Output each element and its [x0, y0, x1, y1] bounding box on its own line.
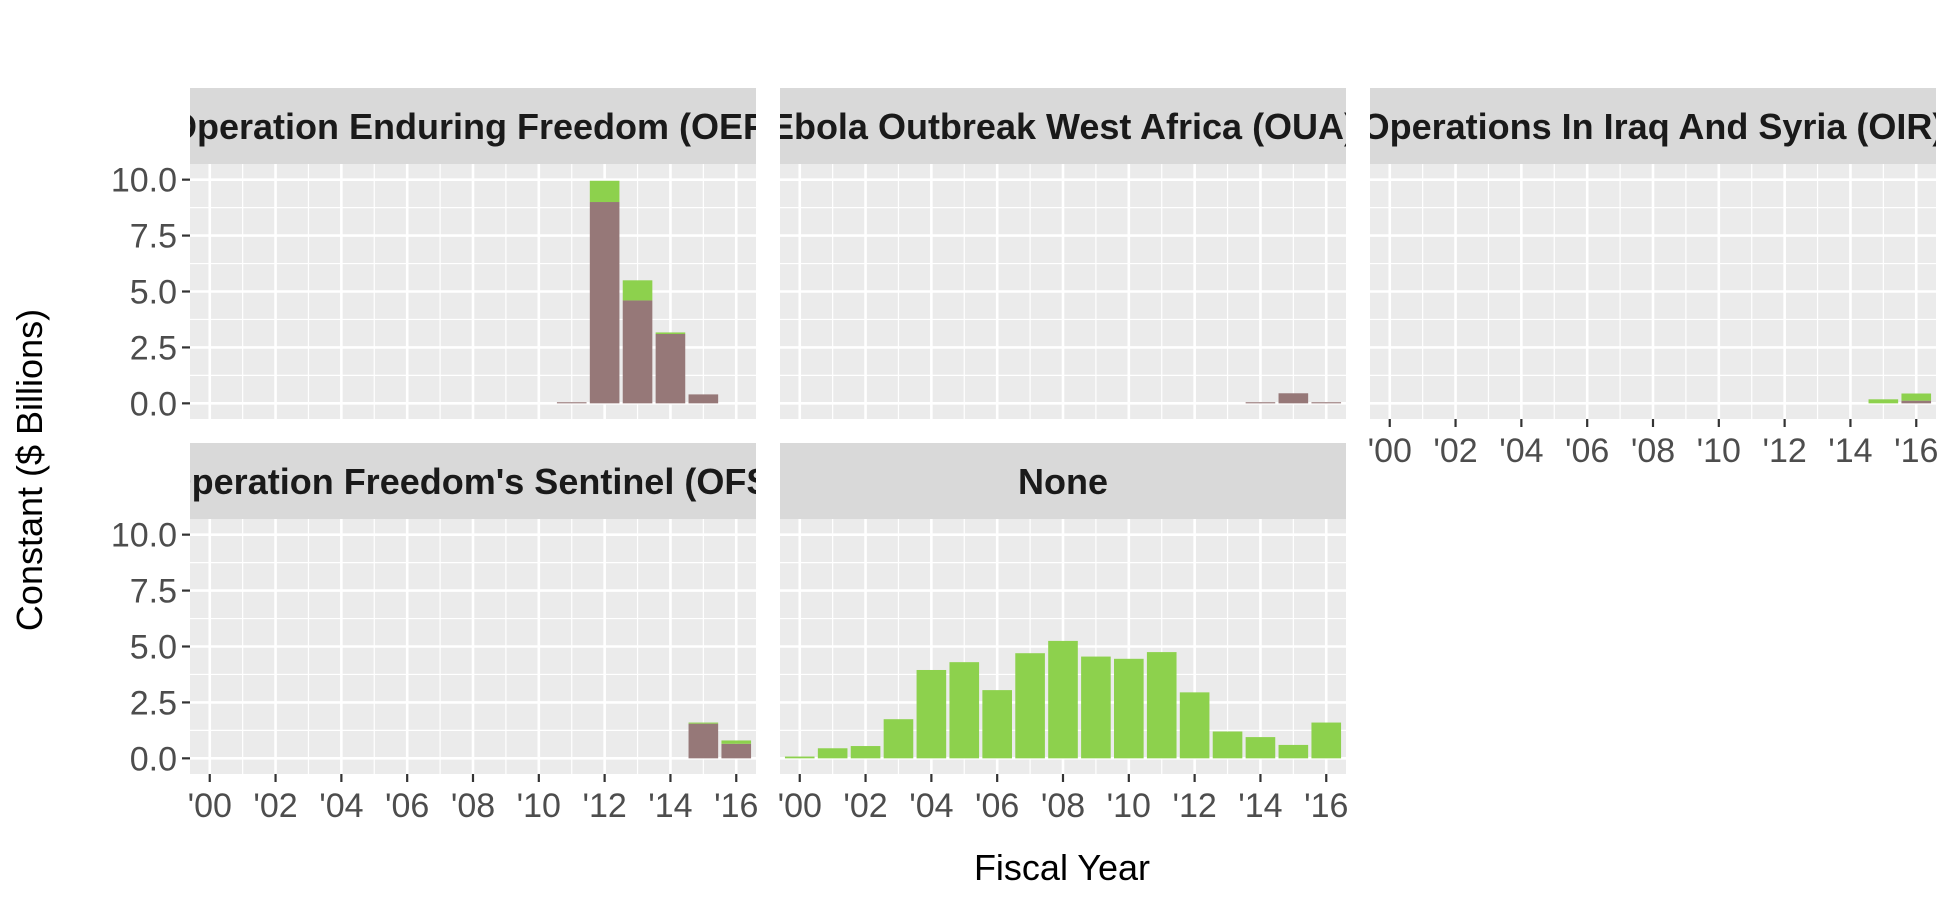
x-tick-label: '02 [253, 787, 297, 825]
x-tick-label: '10 [1697, 432, 1741, 470]
y-tick-label: 2.5 [130, 329, 177, 367]
bar-segment-b [1212, 731, 1243, 759]
bar-segment-b [655, 332, 686, 334]
x-tick-label: '14 [648, 787, 692, 825]
bar-segment-b [982, 690, 1012, 759]
facet-title: Operation Enduring Freedom (OEF) [169, 106, 777, 147]
x-tick-label: '12 [582, 787, 626, 825]
facet-strip [190, 88, 756, 164]
x-tick-label: '14 [1828, 432, 1872, 470]
y-tick-label: 7.5 [130, 573, 177, 611]
y-tick-label: 10.0 [111, 517, 177, 555]
y-tick-label: 0.0 [130, 740, 177, 778]
bar-segment-b [1245, 737, 1276, 759]
facet-panel: Ebola Outbreak West Africa (OUA) [770, 88, 1356, 419]
facet-strip [780, 88, 1346, 164]
y-tick-label: 2.5 [130, 684, 177, 722]
x-tick-label: '08 [1631, 432, 1675, 470]
x-tick-label: '04 [909, 787, 953, 825]
facet-strip [1370, 88, 1936, 164]
facet-title: Operations In Iraq And Syria (OIR) [1362, 106, 1945, 147]
bar-segment-b [1114, 658, 1144, 759]
x-tick-label: '08 [451, 787, 495, 825]
x-tick-label: '12 [1172, 787, 1216, 825]
bar-segment-a [1278, 393, 1309, 404]
x-tick-label: '00 [188, 787, 232, 825]
bar-segment-a [589, 202, 620, 404]
x-tick-label: '02 [1433, 432, 1477, 470]
x-tick-label: '06 [1565, 432, 1609, 470]
x-tick-label: '04 [319, 787, 363, 825]
x-tick-label: '08 [1041, 787, 1085, 825]
bar-segment-b [622, 280, 653, 301]
bar-segment-b [817, 748, 848, 759]
bar-segment-a [1901, 400, 1932, 404]
bar-segment-b [1179, 692, 1210, 759]
bar-segment-a [622, 300, 653, 404]
x-tick-label: '04 [1499, 432, 1543, 470]
bar-segment-a [1311, 402, 1342, 404]
bar-segment-b [1311, 722, 1342, 759]
facet-panel: Operation Freedom's Sentinel (OFS) 0.0 2.5… [111, 443, 783, 825]
y-tick-label: 10.0 [111, 162, 177, 200]
x-tick-label: '14 [1238, 787, 1282, 825]
bar-segment-b [589, 180, 620, 203]
panels-layer: Operation Enduring Freedom (OEF) 0.0 2.5 5.… [111, 88, 1945, 825]
bar-segment-b [784, 756, 815, 759]
x-tick-label: '06 [975, 787, 1019, 825]
y-tick-label: 5.0 [130, 629, 177, 667]
facet-title: Ebola Outbreak West Africa (OUA) [770, 106, 1356, 147]
bar-segment-b [916, 669, 947, 759]
x-tick-label: '00 [1368, 432, 1412, 470]
y-tick-label: 0.0 [130, 385, 177, 423]
x-axis-title: Fiscal Year [974, 847, 1150, 888]
facet-panel: Operations In Iraq And Syria (OIR) '00 '02… [1362, 88, 1945, 470]
bar-segment-a [688, 394, 719, 404]
bar-segment-b [1901, 393, 1932, 401]
bar-segment-b [1146, 652, 1177, 759]
bar-segment-b [949, 662, 980, 759]
bar-segment-a [556, 402, 587, 404]
bar-segment-a [1245, 402, 1276, 404]
facet-title: Operation Freedom's Sentinel (OFS) [164, 461, 783, 502]
x-tick-label: '10 [1107, 787, 1151, 825]
bar-segment-a [721, 743, 752, 759]
facet-strip [780, 443, 1346, 519]
y-tick-label: 7.5 [130, 218, 177, 256]
facet-strip [190, 443, 756, 519]
bar-segment-a [688, 723, 719, 759]
x-tick-label: '16 [714, 787, 758, 825]
bar-segment-b [1048, 640, 1078, 759]
x-tick-label: '00 [778, 787, 822, 825]
x-tick-label: '16 [1894, 432, 1938, 470]
facet-panel: Operation Enduring Freedom (OEF) 0.0 2.5 5.… [111, 88, 777, 423]
bar-segment-a [655, 334, 686, 404]
bar-segment-b [721, 740, 752, 744]
y-axis-title: Constant ($ Billions) [9, 309, 50, 631]
bar-segment-b [1081, 656, 1111, 759]
facet-panel: None '00 '02 '04 '06 '08 '10 '12 '14 '16 [778, 443, 1348, 825]
x-tick-label: '02 [843, 787, 887, 825]
bar-segment-b [883, 719, 914, 759]
bar-segment-b [850, 746, 881, 759]
bar-segment-b [1278, 744, 1309, 759]
bar-segment-b [688, 722, 719, 724]
y-tick-label: 5.0 [130, 274, 177, 312]
facet-title: None [1018, 461, 1108, 502]
bar-segment-b [1015, 653, 1045, 759]
x-tick-label: '06 [385, 787, 429, 825]
x-tick-label: '12 [1762, 432, 1806, 470]
x-tick-label: '10 [517, 787, 561, 825]
bar-segment-b [1868, 399, 1899, 404]
x-tick-label: '16 [1304, 787, 1348, 825]
